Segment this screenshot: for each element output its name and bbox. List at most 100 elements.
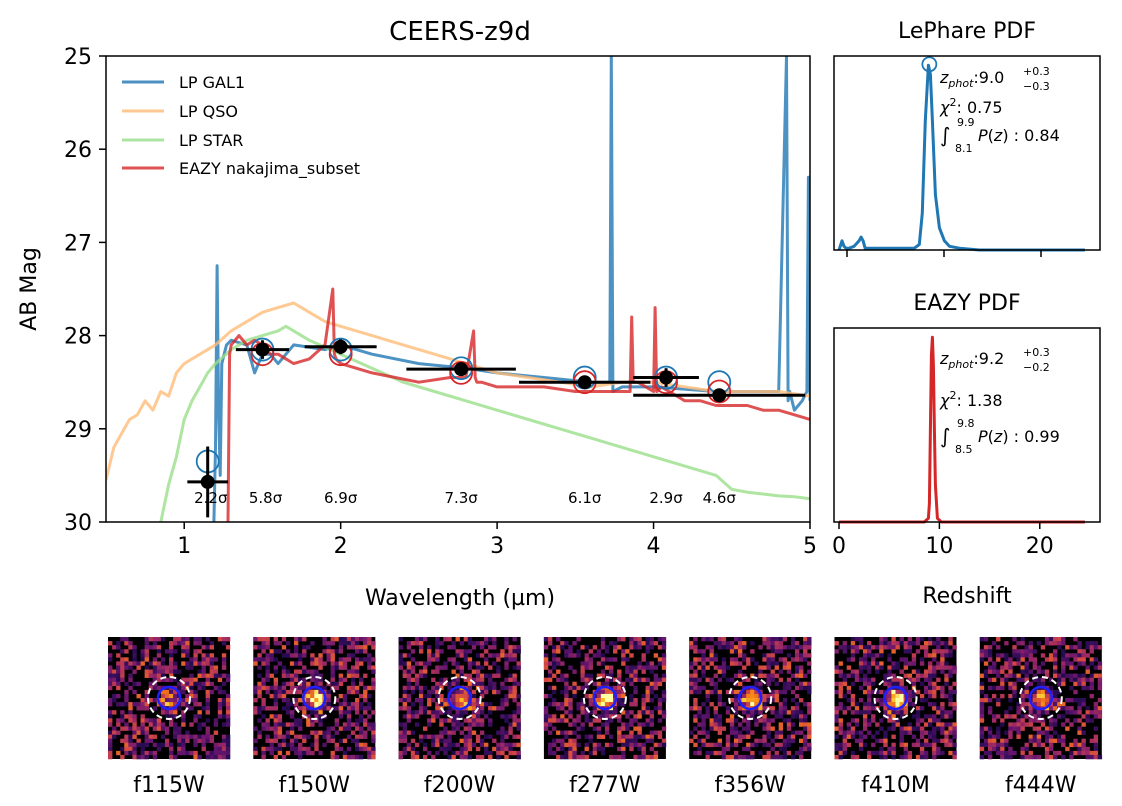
cutout-pixel (794, 653, 800, 658)
cutout-pixel (1028, 722, 1033, 727)
cutout-pixel (915, 649, 921, 654)
cutout-pixel (342, 637, 348, 642)
cutout-aperture-outer (728, 676, 773, 720)
cutout-pixel (1036, 710, 1042, 715)
cutout-pixel (116, 722, 121, 727)
cutout-pixel (903, 746, 908, 752)
cutout-pixel (496, 665, 501, 670)
cutout-pixel (657, 661, 663, 666)
cutout-pixel (140, 754, 145, 760)
cutout-pixel (136, 665, 141, 670)
cutout-pixel (693, 702, 698, 707)
cutout-pixel (459, 754, 464, 760)
cutout-pixel (156, 649, 162, 654)
cutout-pixel (774, 661, 779, 666)
cutout-pixel (298, 734, 303, 739)
cutout-pixel (1004, 738, 1009, 744)
cutout-pixel (701, 714, 706, 719)
cutout-pixel (875, 738, 880, 744)
cutout-pixel (132, 689, 137, 695)
cutout-pixel (1093, 726, 1099, 731)
cutout-pixel (289, 710, 295, 715)
cutout-pixel (778, 710, 784, 715)
cutout-pixel (778, 689, 784, 695)
cutout-pixel (516, 681, 521, 687)
cutout-pixel (850, 693, 856, 699)
cutout-pixel (293, 689, 299, 695)
cutout-pixel (1008, 693, 1013, 699)
cutout-pixel (657, 645, 663, 650)
cutout-pixel (1004, 750, 1009, 756)
cutout-pixel (1061, 649, 1066, 654)
cutout-pixel (455, 714, 460, 719)
cutout-pixel (987, 750, 993, 756)
cutout-pixel (1012, 637, 1017, 642)
cutout-pixel (903, 726, 908, 731)
cutout-pixel (750, 702, 755, 707)
cutout-pixel (273, 718, 278, 723)
cutout-pixel (334, 661, 339, 666)
cutout-pixel (253, 746, 258, 752)
cutout-pixel (261, 702, 266, 707)
cutout-pixel (152, 677, 158, 683)
cutout-pixel (705, 637, 710, 642)
cutout-pixel (547, 730, 553, 735)
cutout-pixel (298, 698, 303, 703)
cutout-pixel (1085, 669, 1090, 674)
cutout-pixel (996, 673, 1001, 678)
cutout-pixel (217, 750, 223, 756)
cutout-pixel (273, 706, 278, 711)
cutout-pixel (181, 637, 186, 642)
cutout-pixel (1028, 718, 1033, 723)
cutout-label: f356W (714, 773, 786, 798)
cutout-pixel (354, 734, 360, 739)
cutout-pixel (778, 702, 784, 707)
cutout-pixel (273, 669, 278, 674)
cutout-pixel (625, 665, 630, 670)
cutout-pixel (334, 637, 339, 642)
cutout-pixel (799, 657, 804, 662)
cutout-pixel (1032, 649, 1038, 654)
cutout-pixel (298, 754, 303, 760)
cutout-pixel (774, 714, 779, 719)
cutout-pixel (306, 681, 311, 687)
cutout-pixel (742, 689, 747, 695)
cutout-pixel (608, 702, 614, 707)
cutout-pixel (750, 742, 755, 748)
cutout-pixel (564, 653, 569, 658)
cutout-pixel (492, 706, 497, 711)
cutout-pixel (838, 689, 843, 695)
cutout-pixel (160, 702, 166, 707)
cutout-pixel (592, 710, 598, 715)
cutout-pixel (285, 653, 291, 658)
cutout-pixel (936, 677, 941, 683)
cutout-pixel (144, 726, 149, 731)
cutout-pixel (903, 641, 908, 646)
cutout-pixel (447, 742, 452, 748)
cutout-pixel (928, 673, 933, 678)
cutout-pixel (124, 750, 129, 756)
cutout-pixel (948, 714, 953, 719)
cutout-pixel (770, 637, 775, 642)
cutout-pixel (1048, 746, 1054, 752)
cutout-pixel (512, 681, 517, 687)
cutout-pixel (923, 754, 929, 760)
cutout-pixel (221, 689, 227, 695)
cutout-pixel (484, 742, 489, 748)
cutout-pixel (713, 653, 718, 658)
cutout-pixel (891, 698, 896, 703)
photometry-point (712, 388, 727, 403)
cutout-pixel (213, 730, 219, 735)
cutout-pixel (564, 649, 569, 654)
cutout-aperture-outer (582, 676, 627, 720)
cutout-pixel (1036, 641, 1042, 646)
cutout-pixel (903, 706, 908, 711)
cutout-pixel (645, 685, 650, 691)
cutout-pixel (281, 706, 287, 711)
cutout-pixel (782, 665, 788, 670)
cutout-pixel (717, 645, 723, 650)
cutout-pixel (709, 718, 714, 723)
cutout-pixel (285, 710, 291, 715)
cutout-pixel (754, 689, 759, 695)
cutout-pixel (834, 742, 839, 748)
